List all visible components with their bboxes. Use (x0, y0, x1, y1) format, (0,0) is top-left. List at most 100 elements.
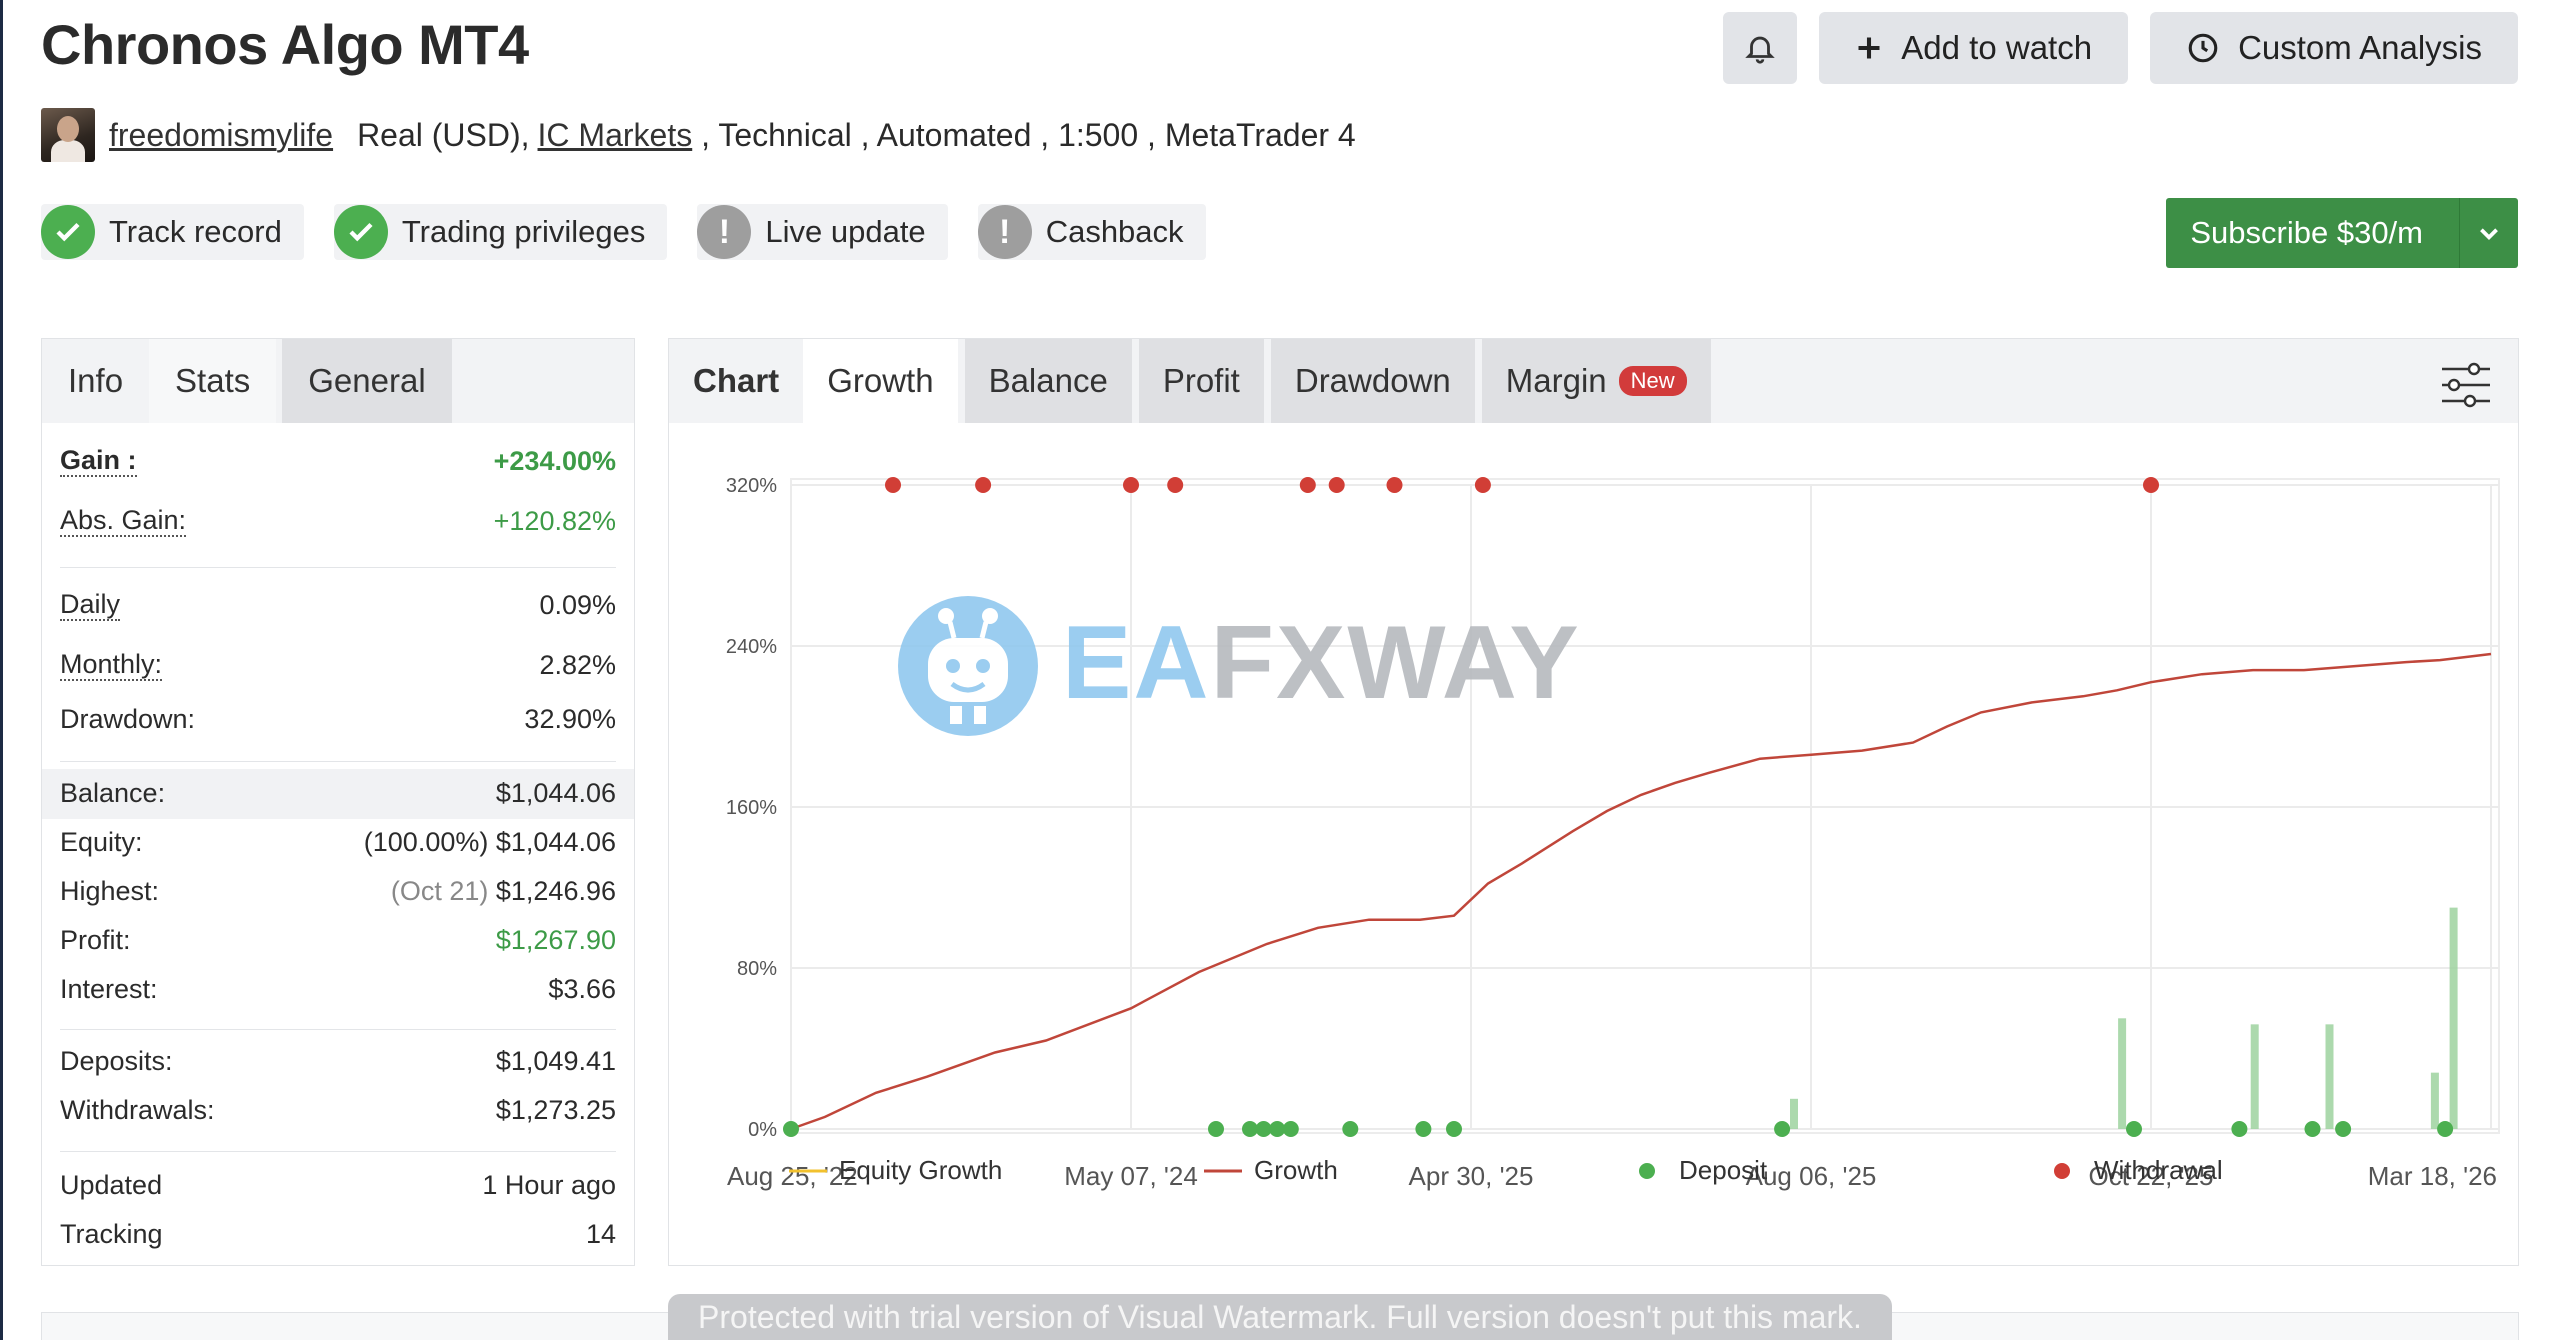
stat-interest: Interest: $3.66 (60, 971, 616, 1007)
verification-badges: Track record Trading privileges ! Live u… (41, 204, 1206, 260)
x-tick-label: Aug 06, '25 (1746, 1161, 1877, 1191)
owner-link[interactable]: freedomismylife (109, 116, 334, 153)
notifications-button[interactable] (1723, 12, 1798, 84)
tab-balance[interactable]: Balance (964, 339, 1132, 423)
deposit-marker (2437, 1121, 2454, 1137)
stat-highest: Highest: (Oct 21) $1,246.96 (60, 873, 616, 909)
stat-deposits: Deposits: $1,049.41 (60, 1043, 616, 1079)
highest-date: (Oct 21) (390, 875, 489, 906)
stat-value: 0.09% (539, 589, 616, 620)
stat-label[interactable]: Monthly: (60, 649, 163, 681)
withdrawal-marker (2143, 477, 2159, 493)
bell-icon (1745, 36, 1776, 64)
deposit-marker (2335, 1121, 2352, 1137)
deposit-marker (1269, 1121, 1286, 1137)
stat-tracking: Tracking 14 (60, 1216, 616, 1252)
tab-info[interactable]: Info (42, 339, 150, 423)
stat-label: Tracking (60, 1218, 163, 1249)
volume-bar (1790, 1098, 1798, 1129)
chart-panel: Chart Growth Balance Profit Drawdown Mar… (668, 338, 2519, 1266)
stat-label: Highest: (60, 875, 160, 906)
custom-analysis-label: Custom Analysis (2238, 29, 2482, 66)
deposit-marker (1446, 1121, 1462, 1137)
deposit-marker (1774, 1121, 1791, 1137)
add-to-watch-button[interactable]: Add to watch (1819, 12, 2129, 84)
deposit-marker (2304, 1121, 2321, 1137)
growth-chart: 0% 80% 160% 240% 320% Aug 25, '22 May 07, '24… (726, 475, 2500, 1191)
stat-label[interactable]: Daily (60, 589, 121, 621)
stat-label[interactable]: Abs. Gain: (60, 505, 187, 537)
badge-live-update: ! Live update (697, 204, 948, 260)
divider (60, 1029, 616, 1030)
equity-percent: (100.00%) (363, 826, 489, 857)
account-details: , Technical , Automated , 1:500 , MetaTr… (692, 116, 1356, 153)
deposit-marker (1415, 1121, 1432, 1137)
y-tick-label: 80% (737, 958, 777, 980)
robot-logo-icon (898, 596, 1038, 736)
stat-updated: Updated 1 Hour ago (60, 1167, 616, 1203)
tab-growth[interactable]: Growth (803, 339, 958, 423)
tab-margin-label: Margin (1505, 362, 1607, 399)
y-tick-label: 240% (726, 636, 777, 658)
growth-series-line (790, 652, 2492, 1131)
stat-label: Deposits: (60, 1045, 173, 1076)
stat-daily: Daily 0.09% (60, 587, 616, 623)
stat-profit: Profit: $1,267.90 (60, 922, 616, 958)
add-to-watch-label: Add to watch (1901, 29, 2093, 66)
new-badge: New (1618, 366, 1687, 396)
stat-value: $1,273.25 (495, 1094, 616, 1125)
deposit-marker (1208, 1121, 1224, 1137)
tab-stats[interactable]: Stats (149, 339, 277, 423)
broker-link[interactable]: IC Markets (537, 116, 693, 153)
y-tick-label: 0% (748, 1119, 777, 1141)
avatar[interactable] (41, 108, 95, 162)
deposit-marker (1242, 1121, 1258, 1137)
subscribe-button[interactable]: Subscribe $30/m (2166, 198, 2460, 268)
stat-label: Balance: (60, 777, 166, 808)
stat-value: $1,049.41 (495, 1045, 616, 1076)
check-icon (41, 205, 95, 259)
stats-tabs: Info Stats General (42, 339, 634, 423)
withdrawal-marker (1299, 477, 1316, 493)
tab-drawdown[interactable]: Drawdown (1270, 339, 1475, 423)
stat-value: $1,267.90 (495, 924, 616, 955)
badge-label: Trading privileges (401, 214, 646, 249)
deposit-marker (2126, 1121, 2142, 1137)
divider (60, 761, 616, 762)
chart-settings-button[interactable] (2440, 361, 2492, 414)
page-title: Chronos Algo MT4 (41, 13, 529, 76)
divider (60, 567, 616, 568)
legend-label: Withdrawal (2094, 1155, 2223, 1185)
badge-label: Live update (765, 214, 926, 249)
stat-withdrawals: Withdrawals: $1,273.25 (60, 1092, 616, 1128)
tab-profit[interactable]: Profit (1138, 339, 1264, 423)
chart-tabs-title: Chart (669, 339, 804, 423)
event-markers (783, 477, 2454, 1137)
legend-label: Growth (1254, 1155, 1338, 1185)
volume-bar (2325, 1024, 2334, 1129)
tab-margin[interactable]: Margin New (1481, 339, 1711, 423)
exclamation-icon: ! (977, 205, 1032, 259)
y-tick-label: 160% (726, 797, 777, 819)
x-tick-label: Oct 22, '25 (2089, 1161, 2214, 1191)
subscribe-dropdown-toggle[interactable] (2460, 198, 2518, 268)
custom-analysis-button[interactable]: Custom Analysis (2150, 12, 2518, 84)
stat-label: Updated (60, 1169, 163, 1200)
deposit-marker (1342, 1121, 1359, 1137)
x-tick-label: Apr 30, '25 (1409, 1161, 1534, 1191)
chart-grid (790, 478, 2500, 1134)
deposit-marker (2231, 1121, 2248, 1137)
stat-label[interactable]: Gain : (60, 445, 137, 477)
stat-value: $3.66 (548, 973, 616, 1004)
stat-value: 32.90% (524, 703, 616, 734)
stat-abs-gain: Abs. Gain: +120.82% (60, 503, 616, 539)
chart-legend: Equity Growth Growth Deposit Withdrawal (789, 1155, 2223, 1185)
tab-general[interactable]: General (282, 339, 452, 423)
stat-gain: Gain : +234.00% (60, 443, 616, 479)
plus-icon (1858, 37, 1880, 59)
stat-label: Drawdown: (60, 703, 196, 734)
stat-value: 14 (585, 1218, 616, 1249)
volume-bar (2430, 1072, 2439, 1129)
withdrawal-marker (975, 477, 992, 493)
growth-line (790, 652, 2492, 1131)
